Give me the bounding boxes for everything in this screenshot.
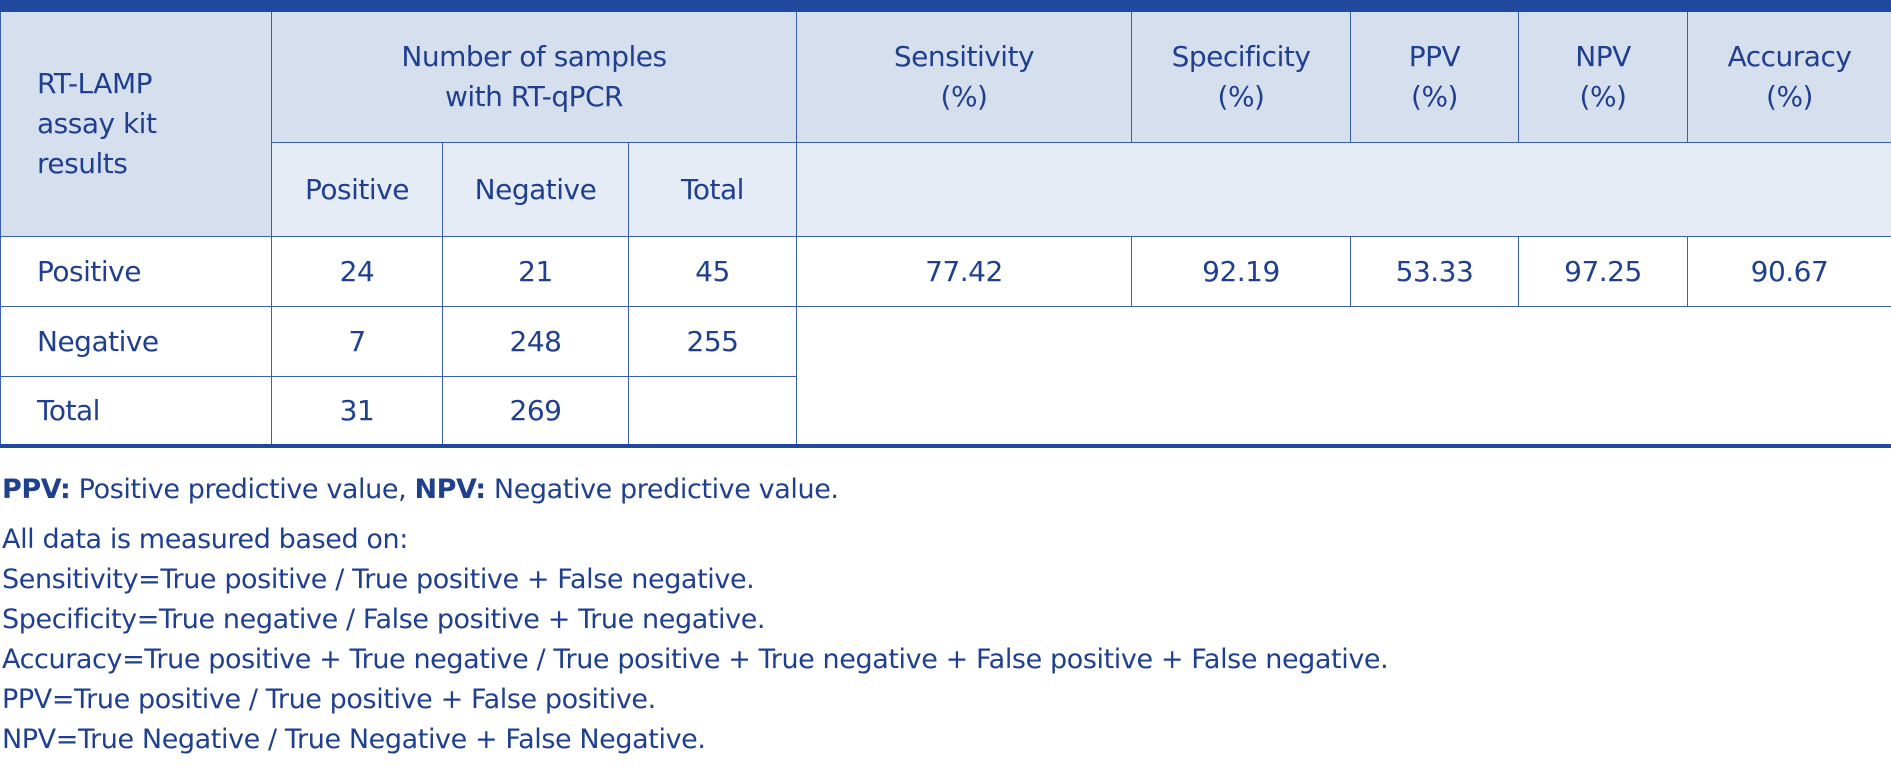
subheader-row: Positive Negative Total	[1, 141, 1891, 237]
abbr-npv-term: NPV:	[414, 474, 486, 505]
metric-header-name: Specificity	[1171, 39, 1311, 73]
table-row: Positive 24 21 45 77.42 92.19 53.33 97.2…	[0, 235, 1891, 307]
value-ppv: 53.33	[1350, 235, 1519, 307]
cell-negative: 21	[442, 235, 629, 307]
metric-header-ppv: PPV (%)	[1350, 5, 1519, 143]
row-label: Negative	[0, 305, 272, 377]
corner-header: RT-LAMP assay kit results	[0, 5, 272, 237]
metric-header-name: Accuracy	[1727, 39, 1852, 73]
metric-header-npv: NPV (%)	[1518, 5, 1688, 143]
group-header-line: Number of samples	[401, 39, 667, 73]
metric-header-unit: (%)	[1766, 79, 1813, 113]
metric-header-name: NPV	[1575, 39, 1631, 73]
table-row: Negative 7 248 255	[0, 305, 1891, 446]
row-label: Positive	[0, 235, 272, 307]
footnote-intro: All data is measured based on:	[2, 524, 408, 555]
metric-header-unit: (%)	[1579, 79, 1627, 113]
formula-accuracy: Accuracy=True positive + True negative /…	[2, 644, 1389, 675]
formula-ppv: PPV=True positive / True positive + Fals…	[2, 684, 656, 715]
corner-header-line: results	[37, 146, 128, 180]
group-header: Number of samples with RT-qPCR	[271, 5, 797, 143]
group-header-line: with RT-qPCR	[444, 79, 624, 113]
row-label: Total	[0, 375, 272, 447]
cell-positive: 7	[271, 305, 443, 377]
cell-total: 45	[628, 235, 797, 307]
metric-header-name: Sensitivity	[893, 39, 1035, 73]
metric-header-name: PPV	[1408, 39, 1461, 73]
subheader-negative: Negative	[442, 141, 629, 237]
metric-header-specificity: Specificity (%)	[1131, 5, 1351, 143]
subheader-positive: Positive	[271, 141, 443, 237]
subheader-fill	[796, 141, 1891, 237]
cell-positive: 24	[271, 235, 443, 307]
corner-header-line: assay kit	[37, 106, 157, 140]
value-accuracy: 90.67	[1687, 235, 1891, 307]
metric-header-unit: (%)	[1217, 79, 1265, 113]
formula-specificity: Specificity=True negative / False positi…	[2, 604, 766, 635]
subheader-total: Total	[628, 141, 797, 237]
value-npv: 97.25	[1518, 235, 1688, 307]
results-table: RT-LAMP assay kit results Number of samp…	[0, 0, 1891, 448]
metric-header-sensitivity: Sensitivity (%)	[796, 5, 1132, 143]
cell-negative: 269	[442, 375, 629, 447]
cell-total: 255	[628, 305, 797, 377]
abbr-ppv-definition: Positive predictive value,	[70, 474, 415, 505]
formula-npv: NPV=True Negative / True Negative + Fals…	[2, 724, 706, 755]
abbr-ppv-term: PPV:	[2, 474, 71, 505]
header-row: RT-LAMP assay kit results Number of samp…	[0, 5, 1891, 237]
cell-total	[628, 375, 797, 447]
value-specificity: 92.19	[1131, 235, 1351, 307]
value-sensitivity: 77.42	[796, 235, 1132, 307]
table-row: Total 31 269	[0, 375, 1891, 447]
corner-header-line: RT-LAMP	[37, 66, 153, 100]
metric-header-unit: (%)	[1411, 79, 1458, 113]
abbr-npv-definition: Negative predictive value.	[485, 474, 839, 505]
cell-positive: 31	[271, 375, 443, 447]
footnotes: PPV: Positive predictive value, NPV: Neg…	[2, 470, 1882, 760]
empty-metrics-block	[796, 305, 1891, 446]
metric-header-accuracy: Accuracy (%)	[1687, 5, 1891, 143]
formula-sensitivity: Sensitivity=True positive / True positiv…	[2, 564, 755, 595]
metric-header-unit: (%)	[940, 79, 988, 113]
abbreviations-note: PPV: Positive predictive value, NPV: Neg…	[2, 470, 1882, 510]
cell-negative: 248	[442, 305, 629, 377]
